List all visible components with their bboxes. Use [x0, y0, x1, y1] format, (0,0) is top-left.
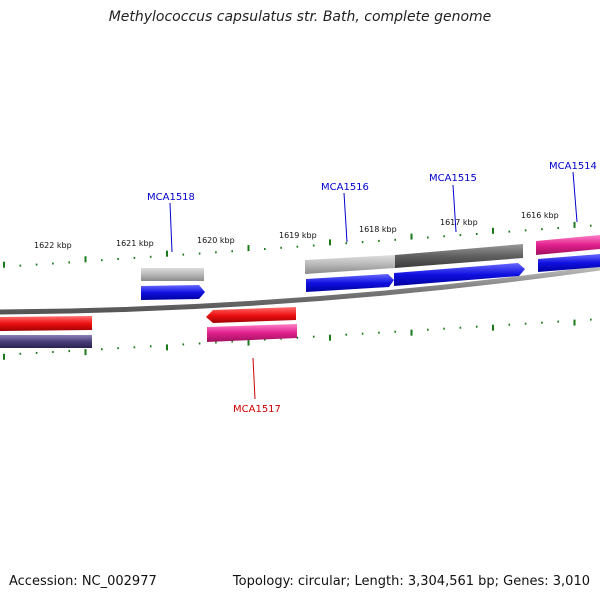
gene-label-mca1518[interactable]: MCA1518 [147, 192, 195, 203]
tick-label: 1621 kbp [116, 239, 154, 248]
map-title: Methylococcus capsulatus str. Bath, comp… [108, 9, 492, 25]
cog-bar [305, 255, 395, 274]
tick-label: 1616 kbp [521, 211, 559, 220]
accession-text: Accession: NC_002977 [9, 574, 157, 589]
cog-bar [536, 235, 600, 255]
gene-arrow-mca1518[interactable] [141, 285, 205, 300]
genome-backbone [0, 265, 600, 315]
tick-labels: 1622 kbp 1621 kbp 1620 kbp 1619 kbp 1618… [34, 211, 559, 250]
tick-label: 1617 kbp [440, 218, 478, 227]
gene-leader-lines [169, 171, 578, 400]
gene-arrow-mca1517[interactable] [206, 307, 296, 323]
tick-ring-outer [3, 221, 592, 268]
leader-line [343, 192, 348, 243]
cog-bar [395, 244, 523, 268]
gene-arrow-mca1515[interactable] [394, 263, 525, 286]
tick-label: 1620 kbp [197, 236, 235, 245]
gene-labels: MCA1518 MCA1516 MCA1515 MCA1514 MCA1517 [147, 161, 597, 415]
topology-text: Topology: circular; Length: 3,304,561 bp… [232, 574, 590, 589]
gene-label-mca1516[interactable]: MCA1516 [321, 182, 369, 193]
cog-bar [207, 324, 297, 342]
tick-label: 1622 kbp [34, 241, 72, 250]
cog-bar [141, 268, 204, 281]
tick-label: 1619 kbp [279, 231, 317, 240]
reverse-strand-genes [0, 307, 296, 331]
gene-arrow-mca1516[interactable] [306, 274, 394, 292]
cog-bar [0, 335, 92, 348]
leader-line [252, 357, 256, 400]
gene-arrow-reverse[interactable] [0, 316, 92, 331]
gene-arrow-mca1514[interactable] [538, 254, 600, 272]
gene-label-mca1517[interactable]: MCA1517 [233, 404, 281, 415]
leader-line [452, 184, 457, 233]
tick-ring-inner [3, 318, 592, 360]
gene-label-mca1514[interactable]: MCA1514 [549, 161, 597, 172]
forward-strand-genes [141, 254, 600, 300]
tick-label: 1618 kbp [359, 225, 397, 234]
leader-line [169, 202, 173, 253]
cog-features-inner [0, 324, 297, 348]
gene-label-mca1515[interactable]: MCA1515 [429, 173, 477, 184]
cog-features-outer [141, 235, 600, 281]
leader-line [572, 171, 578, 223]
